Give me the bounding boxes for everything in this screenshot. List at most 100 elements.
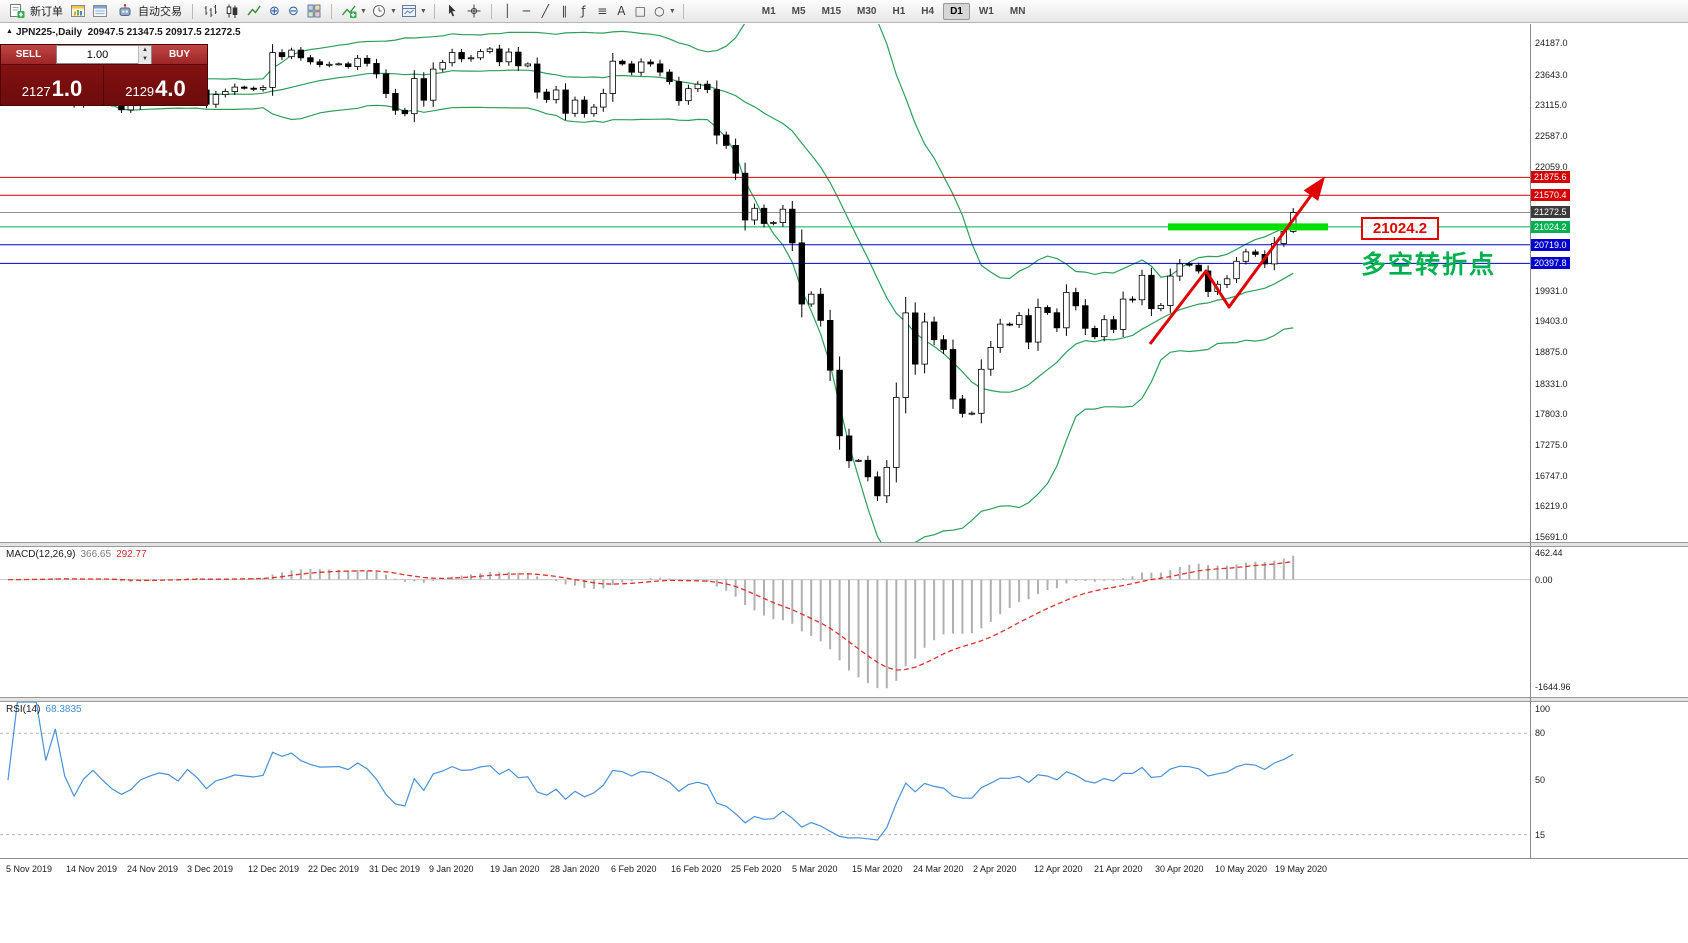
- templates-icon[interactable]: [399, 2, 419, 20]
- periods-dropdown-arrow[interactable]: ▼: [389, 7, 397, 15]
- support-zone-highlight[interactable]: [1168, 223, 1328, 231]
- market-watch-icon[interactable]: [68, 2, 88, 20]
- fibonacci-tool-icon[interactable]: ƒ: [581, 4, 586, 18]
- macd-signal-value: 292.77: [116, 549, 147, 560]
- add-indicator-dropdown-arrow[interactable]: ▼: [360, 7, 367, 15]
- pane-separator[interactable]: [0, 697, 1688, 702]
- candle-body: [751, 207, 758, 221]
- price-axis-label: 22587.0: [1535, 131, 1568, 141]
- label-tool-icon[interactable]: □: [634, 4, 646, 18]
- buy-price-small: 2129: [125, 84, 155, 99]
- timeframe-w1-button[interactable]: W1: [978, 5, 994, 17]
- candle-body: [647, 61, 654, 65]
- price-badge-21024.2: 21024.2: [1531, 221, 1570, 233]
- crosshair-icon[interactable]: [464, 2, 484, 20]
- candlestick-type-icon[interactable]: [222, 2, 242, 20]
- volume-input[interactable]: 1.00 ▲ ▼: [56, 45, 152, 64]
- chart-title-ohlc: ▲ JPN225-,Daily 20947.5 21347.5 20917.5 2…: [6, 27, 241, 38]
- periods-clock-icon[interactable]: [369, 2, 389, 20]
- candle-body: [1082, 305, 1089, 329]
- candle-body: [732, 145, 739, 174]
- date-axis-label: 31 Dec 2019: [369, 864, 421, 874]
- candle-body: [874, 476, 881, 497]
- price-pane[interactable]: [0, 24, 1530, 542]
- candle-body: [1138, 274, 1146, 301]
- candle-body: [770, 222, 777, 224]
- candle-body: [609, 60, 616, 94]
- vertical-line-tool-icon[interactable]: │: [503, 4, 511, 18]
- volume-down-button[interactable]: ▼: [139, 54, 151, 64]
- add-indicator-icon[interactable]: [339, 2, 359, 20]
- candle-body: [827, 319, 834, 371]
- price-badge-21272.5: 21272.5: [1531, 206, 1570, 218]
- rsi-pane[interactable]: [0, 702, 1530, 858]
- candle-body: [817, 293, 824, 321]
- candle-body: [316, 61, 323, 65]
- candle-body: [552, 89, 560, 100]
- tile-windows-icon[interactable]: [304, 2, 324, 20]
- support-price-annotation[interactable]: 21024.2: [1361, 217, 1439, 240]
- auto-trading-button[interactable]: 自动交易: [112, 1, 185, 21]
- candle-body: [240, 86, 248, 89]
- candle-body: [1242, 251, 1250, 262]
- timeframe-m15-button[interactable]: M15: [821, 5, 842, 17]
- line-chart-type-icon[interactable]: [244, 2, 264, 20]
- candle-body: [401, 109, 409, 115]
- new-order-button[interactable]: 新订单: [4, 1, 66, 21]
- horizontal-line-tool-icon[interactable]: ─: [522, 4, 530, 18]
- buy-price[interactable]: 2129 4.0: [104, 65, 207, 105]
- chart-area[interactable]: 24187.0 23643.0 23115.0 22587.0 22059.0 19931…: [0, 24, 1688, 943]
- candle-body: [467, 57, 475, 60]
- price-badge-21570.4: 21570.4: [1531, 189, 1570, 201]
- candle-body: [921, 321, 928, 365]
- cursor-icon[interactable]: [442, 2, 462, 20]
- candle-body: [808, 293, 815, 305]
- trend-arrow-annotation[interactable]: [1148, 176, 1326, 345]
- macd-axis-label: 462.44: [1535, 548, 1563, 558]
- candle-body: [411, 78, 418, 115]
- macd-label: MACD(12,26,9): [6, 549, 76, 560]
- grid-tool-icon[interactable]: ≡: [597, 4, 608, 18]
- rsi-axis-label: 80: [1535, 728, 1546, 738]
- candle-body: [1053, 312, 1061, 329]
- shapes-tool-icon[interactable]: ○: [654, 4, 665, 18]
- bar-chart-type-icon[interactable]: [200, 2, 220, 20]
- turning-point-annotation[interactable]: 多空转折点: [1361, 251, 1497, 279]
- pane-separator[interactable]: [0, 542, 1688, 547]
- data-window-icon[interactable]: [90, 2, 110, 20]
- timeframe-mn-button[interactable]: MN: [1009, 5, 1026, 17]
- macd-indicator-header: MACD(12,26,9) 366.65 292.77: [6, 549, 147, 560]
- volume-up-button[interactable]: ▲: [139, 45, 151, 55]
- timeframe-m1-button[interactable]: M1: [761, 5, 776, 17]
- zoom-in-icon[interactable]: ⊕: [269, 3, 280, 19]
- candle-body: [1233, 260, 1240, 280]
- toolbar-separator: [192, 3, 193, 19]
- timeframe-m30-button[interactable]: M30: [857, 5, 877, 17]
- sell-price[interactable]: 2127 1.0: [1, 65, 104, 105]
- buy-button[interactable]: BUY: [152, 45, 207, 64]
- timeframe-h4-button[interactable]: H4: [921, 5, 935, 17]
- channel-tool-icon[interactable]: ∥: [561, 4, 568, 18]
- candle-body: [845, 435, 853, 462]
- sell-button[interactable]: SELL: [1, 45, 56, 64]
- shapes-dropdown-arrow[interactable]: ▼: [668, 7, 676, 15]
- rsi-axis-label: 100: [1535, 704, 1551, 714]
- bollinger-lower-band: [7, 94, 1294, 542]
- macd-pane[interactable]: [0, 547, 1530, 697]
- symbol-marker-icon: ▲: [6, 28, 13, 35]
- rsi-axis-label: 50: [1535, 775, 1546, 785]
- timeframe-d1-button[interactable]: D1: [943, 2, 970, 20]
- toolbar-separator: [682, 3, 684, 19]
- candle-body: [496, 48, 503, 63]
- macd-axis-label: -1644.96: [1535, 682, 1571, 692]
- templates-dropdown-arrow[interactable]: ▼: [419, 7, 427, 15]
- text-tool-icon[interactable]: A: [617, 4, 626, 18]
- zoom-out-icon[interactable]: ⊖: [288, 3, 299, 19]
- timeframe-h1-button[interactable]: H1: [892, 5, 906, 17]
- timeframe-m5-button[interactable]: M5: [791, 5, 806, 17]
- candle-body: [1101, 319, 1108, 338]
- price-badge-20719.0: 20719.0: [1531, 239, 1570, 251]
- trendline-tool-icon[interactable]: ╱: [541, 4, 549, 18]
- candle-body: [307, 57, 314, 63]
